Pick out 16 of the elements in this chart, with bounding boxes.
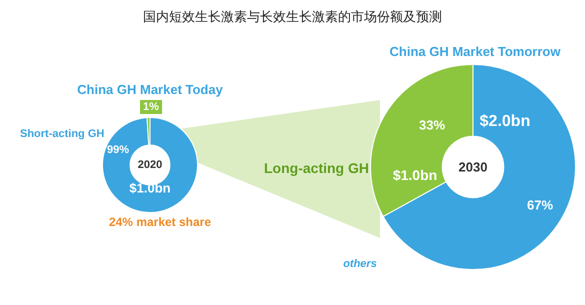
data-label: 67% [526,198,554,212]
text: others [343,258,377,270]
text: 2020 [138,159,162,171]
text: $1.0bn [129,180,171,196]
data-label: 33% [418,118,446,132]
slice-label: Long-acting GH [264,160,369,176]
text: 24% market share [108,215,212,229]
text: $1.0bn [392,167,438,183]
text: 2030 [458,160,488,174]
data-label: 1% [140,100,162,114]
text: $2.0bn [480,113,530,131]
data-label: 99% [106,144,130,156]
text: 国内短效生长激素与长效生长激素的市场份额及预测 [142,8,443,26]
chart-subtitle: China GH Market Today [76,82,224,97]
slice-label: Short-acting GH [20,128,104,140]
chart-title: China GH Market Tomorrow [388,44,562,59]
